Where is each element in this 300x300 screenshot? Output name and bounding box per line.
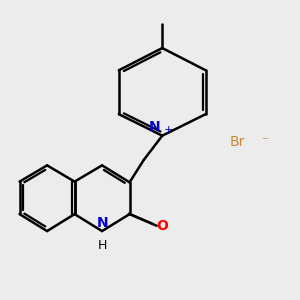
Text: H: H [98,239,107,252]
Text: Br: Br [230,135,245,149]
Text: +: + [164,125,173,135]
Text: O: O [157,219,169,233]
Text: ⁻: ⁻ [262,135,269,149]
Text: N: N [149,120,161,134]
Text: N: N [96,216,108,230]
